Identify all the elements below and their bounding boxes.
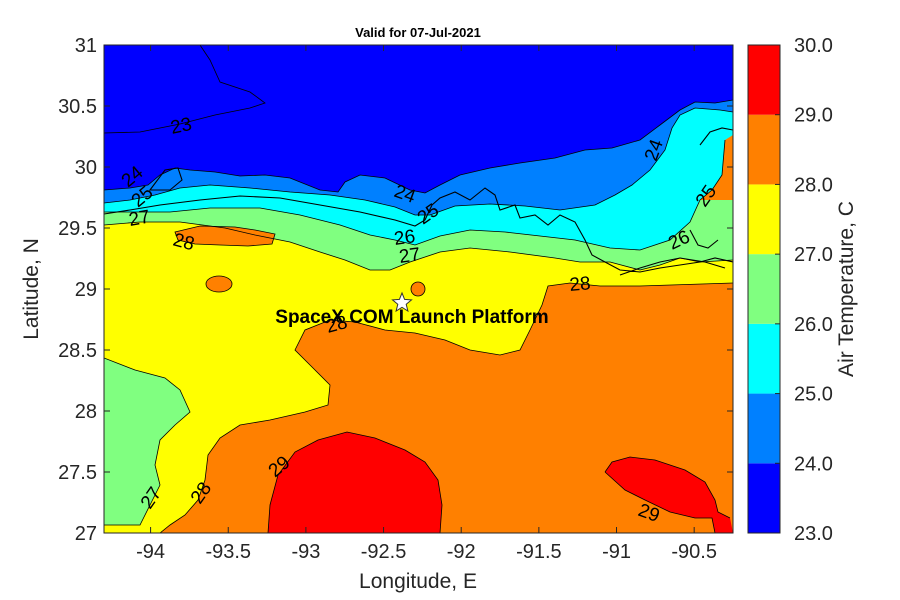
y-tick-label: 28.5 — [58, 340, 97, 362]
colorbar-swatch — [748, 184, 780, 255]
coastline — [104, 127, 733, 276]
x-tick-label: -92.5 — [361, 541, 407, 563]
contour-27-west — [104, 357, 191, 526]
x-tick-label: -90.5 — [671, 541, 717, 563]
warm-spot-north — [175, 226, 275, 246]
warm-spot-west — [206, 276, 232, 292]
contour-24-25 — [104, 107, 733, 216]
y-axis-label: Latitude, N — [20, 238, 43, 340]
colorbar-swatch — [748, 45, 780, 115]
band-29-30-south — [268, 432, 442, 533]
band-29-30-southeast — [605, 457, 733, 533]
contour-23-24 — [104, 99, 733, 194]
colorbar-tick-label: 26.0 — [794, 314, 833, 336]
contour-29-south — [267, 431, 443, 533]
x-tick-label: -93.5 — [205, 541, 251, 563]
band-26-27-west — [104, 358, 190, 525]
launch-platform-star-icon — [391, 291, 413, 313]
warm-spot-east — [411, 282, 425, 296]
x-tick-label: -91.5 — [516, 541, 562, 563]
y-tick-label: 29 — [75, 279, 97, 301]
launch-platform-label: SpaceX COM Launch Platform — [275, 307, 548, 328]
contour-27-28 — [159, 282, 733, 533]
y-tick-label: 30 — [75, 157, 97, 179]
contour-26-27 — [104, 221, 733, 271]
colorbar-tick-label: 29.0 — [794, 105, 833, 127]
y-axis: 27 27.5 28 28.5 29 29.5 30 30.5 31 — [58, 35, 733, 545]
x-axis-label: Longitude, E — [359, 570, 477, 593]
colorbar-tick-label: 23.0 — [794, 523, 833, 545]
x-axis: -94 -93.5 -93 -92.5 -92 -91.5 -91 -90.5 — [136, 45, 717, 563]
contour-label: 27 — [127, 207, 151, 231]
map-title: Valid for 07-Jul-2021 — [355, 25, 481, 40]
contour-28-spot-east — [410, 281, 426, 297]
y-tick-label: 28 — [75, 401, 97, 423]
contour-23 — [104, 45, 266, 134]
colorbar-tick-label: 27.0 — [794, 244, 833, 266]
contour-label: 23 — [169, 114, 194, 139]
x-tick-label: -94 — [136, 541, 165, 563]
contour-28-north — [174, 225, 276, 247]
colorbar-swatch — [748, 393, 780, 464]
colorbar-tick-label: 25.0 — [794, 384, 833, 406]
x-tick-label: -91 — [602, 541, 631, 563]
contour-28-spot-west — [205, 275, 233, 293]
x-tick-label: -93 — [291, 541, 320, 563]
colorbar-tick-label: 24.0 — [794, 453, 833, 475]
band-23-24 — [104, 45, 733, 193]
colorbar-swatch — [748, 254, 780, 324]
y-tick-label: 27.5 — [58, 462, 97, 484]
contour-25-26 — [104, 139, 726, 251]
colorbar-frame — [747, 44, 781, 534]
contour-29-southeast — [604, 456, 733, 533]
colorbar-label: Air Temperature, C — [835, 201, 858, 377]
y-tick-label: 31 — [75, 35, 97, 57]
y-tick-label: 30.5 — [58, 96, 97, 118]
contour-label: 28 — [569, 273, 592, 296]
colorbar: 23.0 24.0 25.0 26.0 27.0 28.0 29.0 30.0 — [747, 35, 833, 545]
colorbar-swatch — [748, 114, 780, 185]
y-tick-label: 27 — [75, 523, 97, 545]
colorbar-swatch — [748, 323, 780, 394]
colorbar-swatch — [748, 463, 780, 533]
map-plot-area: 23 24 25 27 28 24 25 26 27 28 28 24 25 2… — [104, 45, 733, 533]
colorbar-tick-label: 28.0 — [794, 174, 833, 196]
contour-label: 27 — [398, 244, 422, 268]
y-tick-label: 29.5 — [58, 218, 97, 240]
x-tick-label: -92 — [447, 541, 476, 563]
colorbar-tick-label: 30.0 — [794, 35, 833, 57]
contour-label: 26 — [393, 226, 417, 250]
